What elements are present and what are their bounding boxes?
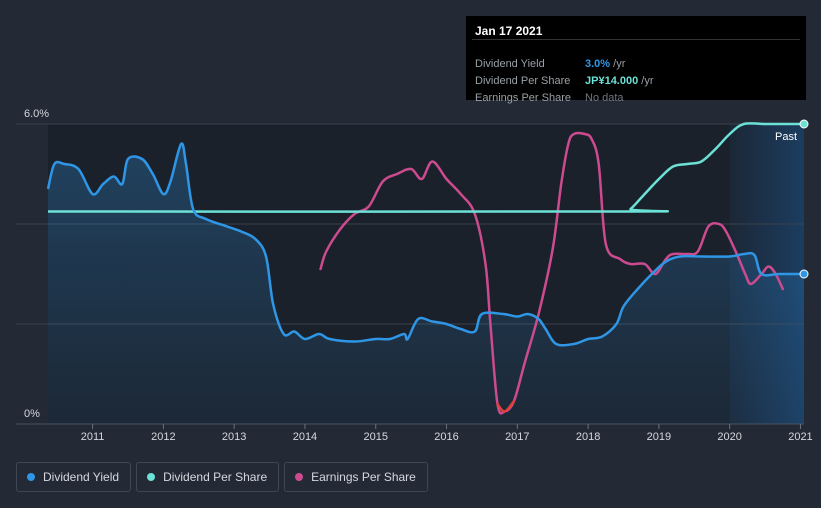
legend: Dividend Yield Dividend Per Share Earnin… xyxy=(16,462,428,492)
tooltip-unit: /yr xyxy=(610,58,626,70)
earnings-per-share-line xyxy=(319,131,785,415)
tooltip-row-dividend-yield: Dividend Yield 3.0% /yr xyxy=(475,56,798,73)
x-tick-label: 2021 xyxy=(788,431,812,443)
legend-item-earnings-per-share[interactable]: Earnings Per Share xyxy=(284,462,428,492)
past-label: Past xyxy=(775,131,797,143)
tooltip-value-number: No data xyxy=(585,92,624,104)
dividend-yield-area xyxy=(48,143,804,424)
y-tick-label: 0% xyxy=(24,408,40,420)
x-tick-label: 2012 xyxy=(151,431,175,443)
x-tick-label: 2013 xyxy=(222,431,246,443)
x-tick-label: 2020 xyxy=(717,431,741,443)
legend-label: Dividend Per Share xyxy=(163,470,268,484)
tooltip-value: JP¥14.000 /yr xyxy=(585,73,654,90)
y-tick-label: 6.0% xyxy=(24,108,49,120)
legend-label: Dividend Yield xyxy=(43,470,120,484)
x-tick-label: 2014 xyxy=(293,431,317,443)
tooltip: Jan 17 2021 Dividend Yield 3.0% /yr Divi… xyxy=(466,16,806,104)
tooltip-value-number: JP¥14.000 xyxy=(585,75,639,87)
legend-dot-icon xyxy=(295,473,304,481)
tooltip-label: Dividend Per Share xyxy=(475,75,571,87)
x-tick-label: 2018 xyxy=(576,431,600,443)
dividend-yield-line xyxy=(46,142,804,347)
tooltip-label: Earnings Per Share xyxy=(475,92,571,104)
x-tick-label: 2011 xyxy=(81,431,105,443)
tooltip-value: 3.0% /yr xyxy=(585,56,625,73)
tooltip-date: Jan 17 2021 xyxy=(475,24,543,38)
x-tick-label: 2017 xyxy=(505,431,529,443)
earnings-negative-segment xyxy=(496,400,516,413)
legend-item-dividend-per-share[interactable]: Dividend Per Share xyxy=(136,462,280,492)
tooltip-separator xyxy=(472,39,800,40)
x-tick-label: 2016 xyxy=(434,431,458,443)
legend-label: Earnings Per Share xyxy=(311,470,416,484)
legend-dot-icon xyxy=(147,473,156,481)
tooltip-value-number: 3.0% xyxy=(585,58,611,70)
tooltip-value: No data xyxy=(585,90,624,107)
x-tick-label: 2019 xyxy=(647,431,671,443)
legend-dot-icon xyxy=(27,473,35,481)
tooltip-row-dividend-per-share: Dividend Per Share JP¥14.000 /yr xyxy=(475,73,798,90)
dividend-yield-end-point xyxy=(799,269,809,279)
tooltip-label: Dividend Yield xyxy=(475,58,545,70)
dividend-per-share-end-point xyxy=(799,119,809,129)
dividend-per-share-line xyxy=(47,122,804,213)
x-tick-label: 2015 xyxy=(363,431,387,443)
tooltip-row-earnings-per-share: Earnings Per Share No data xyxy=(475,90,798,107)
tooltip-unit: /yr xyxy=(638,75,654,87)
legend-item-dividend-yield[interactable]: Dividend Yield xyxy=(16,462,132,492)
